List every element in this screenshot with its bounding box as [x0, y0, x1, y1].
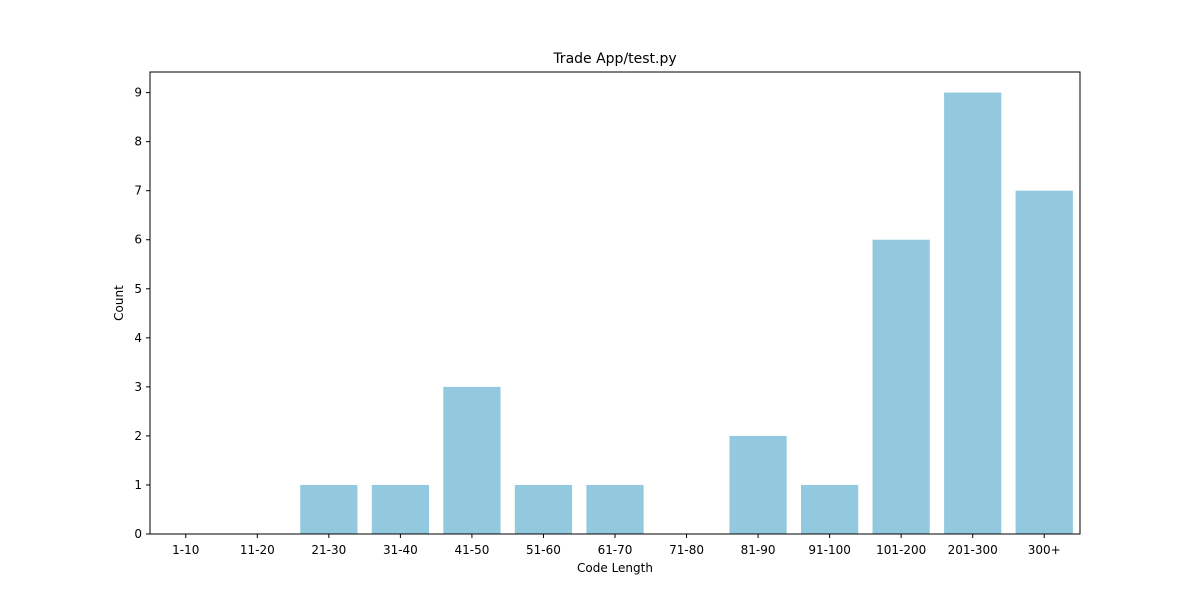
- y-tick-label: 4: [134, 331, 142, 345]
- y-axis: 0 1 2 3 4 5 6 7 8 9: [134, 86, 150, 541]
- x-tick-label: 21-30: [311, 543, 346, 557]
- chart-title: Trade App/test.py: [552, 51, 676, 67]
- bar-51-60: [514, 484, 573, 534]
- y-tick-label: 9: [134, 86, 142, 100]
- y-tick-label: 2: [134, 429, 142, 443]
- x-axis: 1-10 11-20 21-30 31-40 41-50 51-60 61-70 71-80 8…: [172, 534, 1061, 557]
- bar-61-70: [586, 484, 644, 534]
- y-tick-label: 6: [134, 233, 142, 247]
- x-tick-label: 1-10: [172, 543, 199, 557]
- bar-81-90: [729, 435, 787, 534]
- y-tick-label: 8: [134, 135, 142, 149]
- bars-layer: [300, 92, 1073, 534]
- bar-201-300: [944, 92, 1002, 534]
- bar-300+: [1015, 190, 1073, 534]
- y-tick-label: 7: [134, 184, 142, 198]
- y-tick-label: 0: [134, 527, 142, 541]
- bar-21-30: [300, 484, 358, 534]
- x-tick-label: 201-300: [948, 543, 998, 557]
- bar-41-50: [443, 386, 501, 534]
- y-tick-label: 3: [134, 380, 142, 394]
- plot-area-frame: [149, 71, 1081, 535]
- bar-101-200: [872, 239, 930, 534]
- x-tick-label: 51-60: [526, 543, 561, 557]
- x-tick-label: 300+: [1028, 543, 1061, 557]
- bar-31-40: [371, 484, 429, 534]
- y-tick-label: 1: [134, 478, 142, 492]
- x-tick-label: 41-50: [454, 543, 489, 557]
- y-axis-label: Count: [112, 285, 126, 321]
- x-axis-label: Code Length: [577, 561, 653, 575]
- y-tick-label: 5: [134, 282, 142, 296]
- x-tick-label: 101-200: [876, 543, 926, 557]
- x-tick-label: 31-40: [383, 543, 418, 557]
- x-tick-label: 81-90: [741, 543, 776, 557]
- x-tick-label: 91-100: [808, 543, 851, 557]
- x-tick-label: 61-70: [598, 543, 633, 557]
- x-tick-label: 71-80: [669, 543, 704, 557]
- bar-91-100: [801, 484, 859, 534]
- x-tick-label: 11-20: [240, 543, 275, 557]
